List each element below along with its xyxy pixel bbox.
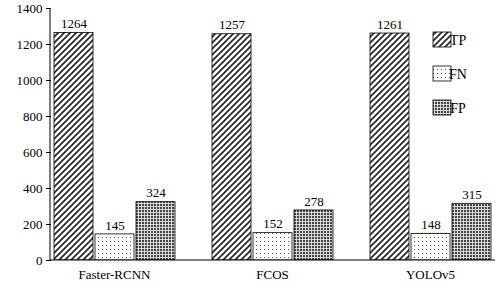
svg-text:324: 324	[146, 185, 166, 200]
svg-text:Faster-RCNN: Faster-RCNN	[79, 267, 152, 282]
svg-text:0: 0	[36, 253, 43, 268]
svg-text:800: 800	[23, 109, 43, 124]
svg-text:1000: 1000	[17, 73, 43, 88]
svg-text:1264: 1264	[61, 16, 88, 31]
svg-text:1200: 1200	[17, 37, 43, 52]
svg-text:1257: 1257	[219, 17, 246, 32]
svg-text:1400: 1400	[17, 1, 43, 16]
svg-text:1261: 1261	[377, 17, 403, 32]
svg-text:148: 148	[421, 217, 441, 232]
svg-text:315: 315	[462, 187, 482, 202]
svg-text:FN: FN	[449, 67, 467, 82]
svg-text:145: 145	[105, 218, 125, 233]
svg-text:TP: TP	[450, 33, 467, 48]
svg-text:FCOS: FCOS	[256, 267, 289, 282]
svg-text:FP: FP	[450, 101, 466, 116]
svg-text:YOLOv5: YOLOv5	[406, 267, 455, 282]
svg-text:278: 278	[304, 194, 324, 209]
svg-text:200: 200	[23, 217, 43, 232]
svg-text:600: 600	[23, 145, 43, 160]
svg-text:152: 152	[263, 216, 283, 231]
svg-text:400: 400	[23, 181, 43, 196]
